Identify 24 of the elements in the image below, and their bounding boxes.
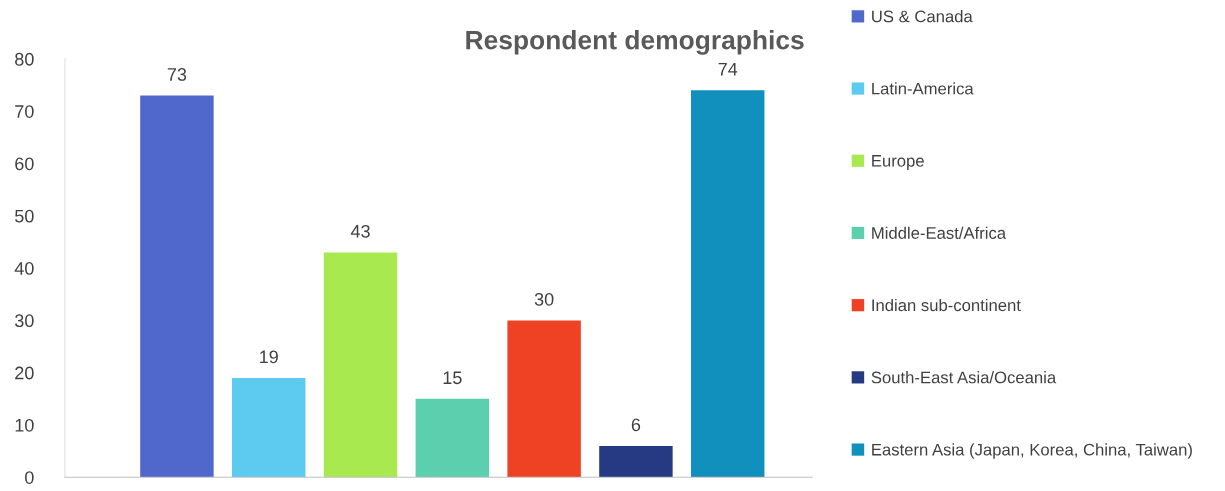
y-tick-label: 30 [14, 314, 34, 328]
data-label: 73 [167, 68, 187, 81]
legend-label: Europe [872, 155, 924, 171]
legend-label: Indian sub-continent [872, 298, 1021, 312]
legend-label: US & Canada [872, 10, 973, 23]
y-tick-label: 80 [15, 52, 34, 66]
legend-label: Eastern Asia (Japan, Korea, China, Taiwan) [872, 443, 1192, 459]
data-label: 6 [631, 418, 641, 432]
y-tick-label: 40 [14, 262, 34, 275]
y-tick-label: 50 [15, 209, 34, 223]
y-tick-label: 20 [15, 366, 34, 380]
data-label: 74 [718, 63, 738, 76]
y-tick-label: 0 [25, 471, 34, 484]
legend-label: South-East Asia/Oceania [871, 371, 1057, 384]
legend-label: Middle-East/Africa [872, 226, 1007, 239]
y-tick-label: 70 [15, 105, 34, 118]
data-label: 19 [260, 350, 278, 364]
chart-title: Respondent demographics [466, 30, 804, 55]
y-tick-label: 10 [15, 418, 34, 432]
data-label: 43 [350, 224, 370, 238]
y-tick-label: 60 [15, 157, 34, 171]
data-label: 15 [443, 371, 462, 385]
data-label: 30 [534, 292, 554, 306]
legend-label: Latin-America [872, 82, 974, 95]
